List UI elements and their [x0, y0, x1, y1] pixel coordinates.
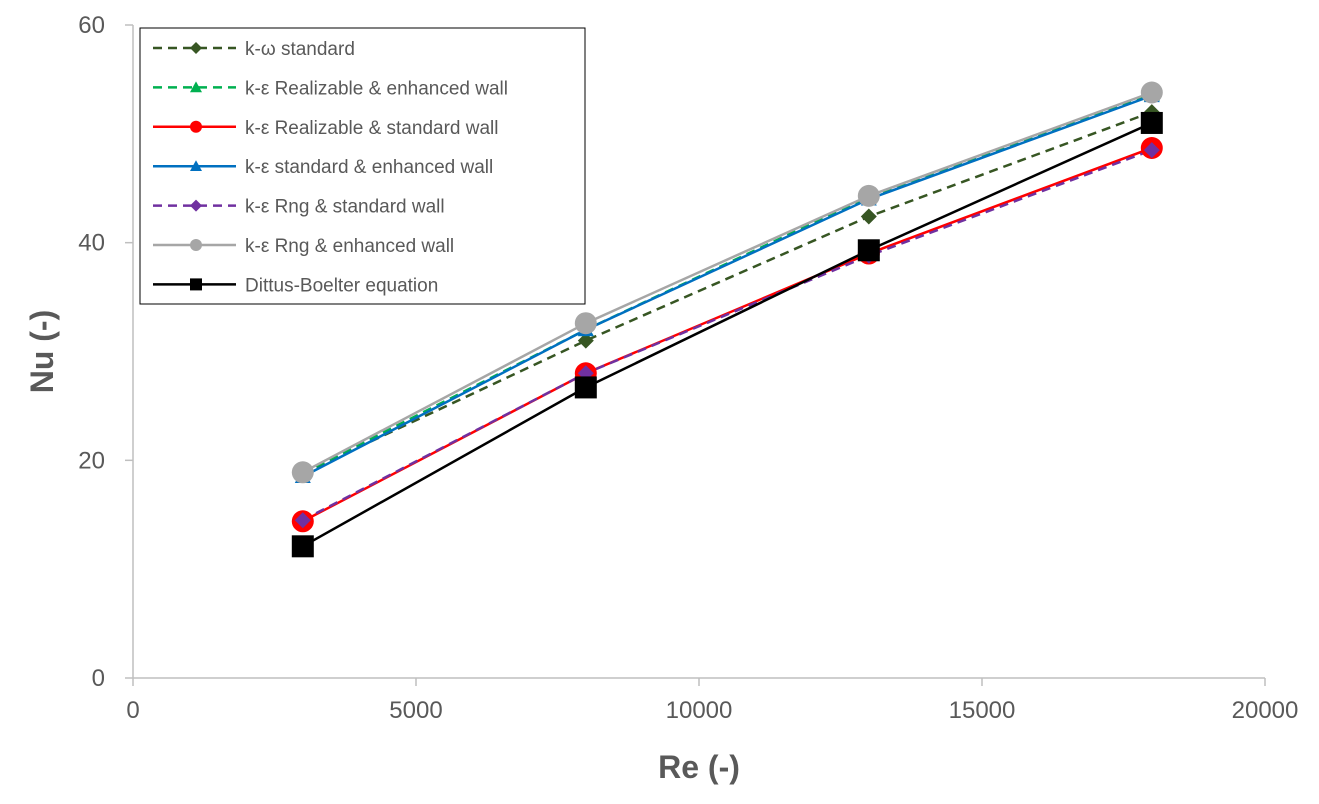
y-tick-label: 0 [92, 665, 105, 692]
legend-marker [190, 239, 202, 251]
x-tick-labels: 0 5000 10000 15000 20000 [126, 697, 1298, 724]
data-point-6-3 [1140, 111, 1163, 134]
y-tick-labels: 0 20 40 60 [78, 12, 105, 692]
legend-marker [190, 120, 202, 133]
data-point-6-2 [857, 239, 880, 262]
series-line-5 [302, 91, 1153, 474]
data-point-4-3 [1143, 142, 1160, 159]
legend: k-ω standard k-ε Realizable & enhanced wa… [139, 27, 586, 305]
x-tick-label: 20000 [1232, 697, 1299, 724]
legend-label: k-ω standard [245, 39, 355, 60]
legend-label: k-ε Rng & standard wall [245, 197, 445, 218]
x-tick-label: 10000 [666, 697, 733, 724]
legend-marker [190, 278, 202, 291]
legend-marker [190, 160, 202, 171]
legend-marker [190, 42, 202, 54]
legend-label: k-ε standard & enhanced wall [245, 157, 493, 178]
series-line-6 [302, 121, 1153, 548]
legend-label: k-ε Realizable & enhanced wall [245, 78, 508, 99]
y-tick-label: 60 [78, 12, 105, 39]
legend-marker [190, 81, 202, 93]
legend-label: k-ε Realizable & standard wall [245, 118, 498, 139]
legend-item: k-ε Rng & enhanced wall [153, 236, 454, 257]
x-axis-title: Re (-) [658, 749, 740, 785]
data-point-5-3 [1140, 81, 1163, 104]
series-line-4 [302, 148, 1153, 522]
legend-item: k-ε Realizable & enhanced wall [153, 78, 508, 99]
legend-item: k-ε Rng & standard wall [153, 197, 445, 218]
data-point-0-2 [860, 208, 877, 225]
legend-item: Dittus-Boelter equation [153, 275, 438, 296]
y-axis-title: Nu (-) [24, 310, 60, 394]
data-point-5-1 [574, 312, 597, 335]
data-point-6-1 [574, 376, 597, 399]
data-point-0-1 [577, 332, 594, 349]
x-tick-label: 5000 [389, 697, 442, 724]
legend-item: k-ε Realizable & standard wall [153, 118, 498, 139]
legend-label: Dittus-Boelter equation [245, 275, 438, 296]
series-lines [302, 91, 1153, 548]
data-point-5-0 [291, 461, 314, 484]
series-line-0 [302, 110, 1153, 475]
legend-label: k-ε Rng & enhanced wall [245, 236, 454, 257]
series-line-3 [302, 94, 1153, 478]
data-point-4-0 [294, 512, 311, 529]
x-tick-label: 0 [126, 697, 139, 724]
legend-item: k-ω standard [153, 39, 355, 60]
y-tick-label: 20 [78, 447, 105, 474]
legend-marker [190, 199, 202, 212]
data-point-5-2 [857, 184, 880, 207]
series-markers [291, 81, 1163, 558]
legend-item: k-ε standard & enhanced wall [153, 157, 493, 178]
x-tick-label: 15000 [949, 697, 1016, 724]
y-tick-label: 40 [78, 230, 105, 257]
axes [125, 24, 1266, 686]
data-point-6-0 [291, 535, 314, 558]
